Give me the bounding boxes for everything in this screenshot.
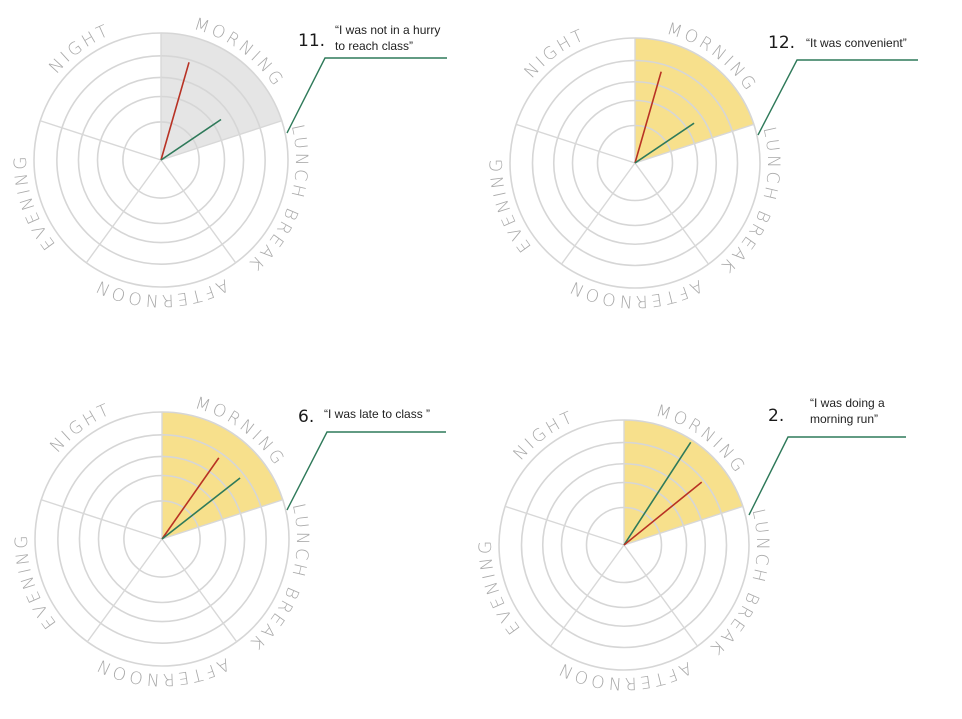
spoke-2 [623,505,744,546]
green-line [161,477,241,540]
category-label-text: AFTERNOON [90,274,228,310]
red-line [634,71,662,164]
category-label-text: EVENING [476,538,522,638]
spoke-5 [504,505,625,546]
category-label-evening: EVENING [12,532,61,632]
category-label-afternoon: AFTERNOON [553,657,694,693]
spoke-3 [160,159,237,264]
category-label-afternoon: AFTERNOON [564,275,705,311]
category-label-afternoon: AFTERNOON [91,653,232,689]
category-label-text: EVENING [487,156,533,256]
category-label-text: LUNCH BREAK [243,123,308,276]
category-label-afternoon: AFTERNOON [90,274,231,310]
highlight-sector-morning [161,33,282,160]
spoke-3 [634,162,710,265]
category-label-lunch-break: LUNCH BREAK [704,507,772,660]
response-number: 6. [298,407,314,427]
spoke-3 [161,538,238,643]
response-number: 12. [768,33,795,53]
category-label-lunch-break: LUNCH BREAK [243,123,311,276]
category-label-text: LUNCH BREAK [715,125,780,278]
highlight-sector-morning [635,38,754,163]
green-line [160,118,222,161]
response-quote-line: “I was doing a [810,396,885,410]
callout-line [748,436,906,516]
category-label-text: AFTERNOON [91,653,229,689]
spoke-2 [160,120,283,161]
spoke-3 [623,544,699,647]
category-label-lunch-break: LUNCH BREAK [244,502,312,655]
spoke-2 [634,123,755,164]
category-label-text: NIGHT [45,20,111,77]
category-label-text: LUNCH BREAK [244,502,309,655]
green-line [634,122,695,164]
category-label-text: LUNCH BREAK [704,507,769,660]
red-line [161,457,220,540]
category-label-text: NIGHT [46,399,112,456]
red-line [160,62,190,161]
response-quote-line: “I was not in a hurry [335,23,440,37]
category-label-evening: EVENING [476,538,525,638]
category-label-text: EVENING [11,153,57,253]
category-label-text: NIGHT [510,407,576,464]
spoke-4 [549,544,625,647]
spoke-5 [39,120,162,161]
category-label-night: NIGHT [510,407,579,464]
category-label-text: AFTERNOON [553,657,691,693]
category-label-evening: EVENING [11,153,60,253]
callout-line [757,59,918,136]
category-label-text: EVENING [12,532,58,632]
response-quote-line: “I was late to class ” [324,407,430,421]
response-number: 2. [768,406,784,426]
spoke-2 [161,499,284,540]
category-label-text: AFTERNOON [564,275,702,311]
spoke-4 [85,159,162,264]
callout-line [286,57,447,134]
category-label-night: NIGHT [521,25,590,82]
red-line [623,481,703,546]
response-number: 11. [298,31,325,51]
callout-line [286,431,446,511]
category-label-lunch-break: LUNCH BREAK [715,125,783,278]
spoke-4 [560,162,636,265]
category-label-night: NIGHT [46,399,115,456]
category-label-night: NIGHT [45,20,114,77]
green-line [623,441,692,546]
response-quote-line: morning run” [810,412,878,426]
response-quote-line: “It was convenient” [806,36,907,50]
spoke-4 [86,538,163,643]
response-quote-line: to reach class” [335,39,413,53]
highlight-sector-morning [162,412,283,539]
category-label-evening: EVENING [487,156,536,256]
category-label-text: NIGHT [521,25,587,82]
spoke-5 [40,499,163,540]
highlight-sector-morning [624,420,743,545]
spoke-5 [515,123,636,164]
